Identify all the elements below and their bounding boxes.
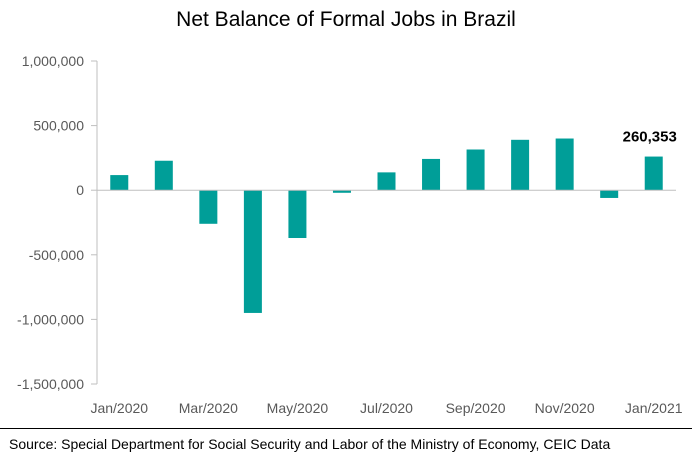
x-tick-label: Sep/2020 xyxy=(446,400,506,416)
x-tick-label: Mar/2020 xyxy=(179,400,238,416)
bar xyxy=(288,190,307,239)
source-divider xyxy=(0,428,692,429)
bar xyxy=(243,190,262,313)
x-tick-label: Jan/2020 xyxy=(90,400,148,416)
bar xyxy=(332,190,351,193)
bar-chart: 1,000,000 500,000 0 -500,000 -1,000,000 -1,50… xyxy=(17,53,683,416)
source-note: Source: Special Department for Social Se… xyxy=(9,436,611,452)
chart-title: Net Balance of Formal Jobs in Brazil xyxy=(176,8,516,31)
x-tick-label: Nov/2020 xyxy=(535,400,595,416)
bar xyxy=(555,138,574,191)
bar xyxy=(422,158,441,191)
x-tick-label: May/2020 xyxy=(267,400,329,416)
bar xyxy=(600,190,619,198)
y-tick-label: -500,000 xyxy=(29,247,84,263)
bar xyxy=(511,139,530,191)
x-tick-label: Jul/2020 xyxy=(360,400,413,416)
bar xyxy=(154,160,173,191)
data-label: 260,353 xyxy=(623,129,677,146)
x-tick-label: Jan/2021 xyxy=(625,400,683,416)
y-tick-label: -1,000,000 xyxy=(17,311,84,327)
bar xyxy=(110,175,129,191)
bar xyxy=(466,149,485,191)
y-tick-label: 0 xyxy=(76,182,84,198)
bar xyxy=(644,156,663,191)
y-tick-label: -1,500,000 xyxy=(17,376,84,392)
bar xyxy=(199,190,218,224)
bar xyxy=(377,172,396,191)
y-tick-label: 500,000 xyxy=(33,118,84,134)
y-tick-label: 1,000,000 xyxy=(22,53,84,69)
